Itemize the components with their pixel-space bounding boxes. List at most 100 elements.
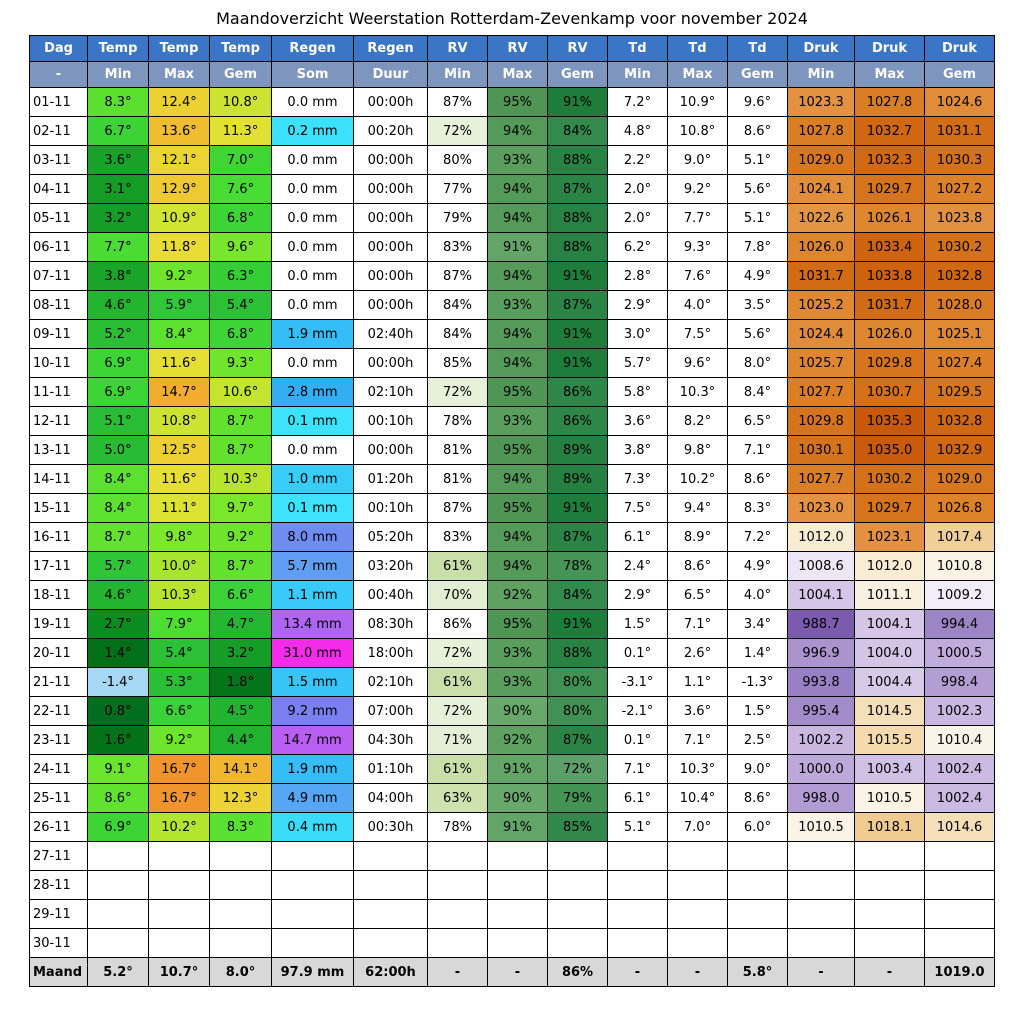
value-cell: 7.2° bbox=[607, 87, 668, 117]
value-cell: 91% bbox=[547, 348, 608, 378]
day-row: 29-11 bbox=[29, 899, 995, 929]
day-row: 16-11 8.7° 9.8° 9.2° 8.0 mm 05:20h 83% 94% 87% 6.… bbox=[29, 522, 995, 552]
value-cell: 1029.8 bbox=[854, 348, 925, 378]
value-cell: 9.6° bbox=[667, 348, 728, 378]
value-cell: 95% bbox=[487, 435, 548, 465]
value-cell: 1027.7 bbox=[787, 377, 855, 407]
column-header: Min bbox=[427, 61, 488, 88]
value-cell: 6.5° bbox=[727, 406, 788, 436]
value-cell: 95% bbox=[487, 493, 548, 523]
value-cell: 89% bbox=[547, 464, 608, 494]
value-cell: 1.5 mm bbox=[271, 667, 354, 697]
column-header: Max bbox=[148, 61, 210, 88]
value-cell: 9.3° bbox=[667, 232, 728, 262]
day-cell: 11-11 bbox=[29, 377, 88, 407]
value-cell: 95% bbox=[487, 609, 548, 639]
column-header: Td bbox=[727, 35, 788, 62]
value-cell: 1027.7 bbox=[787, 464, 855, 494]
value-cell bbox=[727, 928, 788, 958]
value-cell: 8.4° bbox=[727, 377, 788, 407]
day-row: 15-11 8.4° 11.1° 9.7° 0.1 mm 00:10h 87% 95% 91% 7… bbox=[29, 493, 995, 523]
value-cell: 3.2° bbox=[209, 638, 272, 668]
value-cell: 93% bbox=[487, 638, 548, 668]
value-cell: 2.5° bbox=[727, 725, 788, 755]
value-cell: 93% bbox=[487, 145, 548, 175]
value-cell: 1018.1 bbox=[854, 812, 925, 842]
day-row: 02-11 6.7° 13.6° 11.3° 0.2 mm 00:20h 72% 94% 84%… bbox=[29, 116, 995, 146]
value-cell: 7.2° bbox=[727, 522, 788, 552]
month-value-cell: - bbox=[607, 957, 668, 987]
day-cell: 26-11 bbox=[29, 812, 88, 842]
value-cell: 7.8° bbox=[727, 232, 788, 262]
value-cell bbox=[547, 899, 608, 929]
column-header: Min bbox=[787, 61, 855, 88]
value-cell: 3.2° bbox=[87, 203, 149, 233]
day-row: 24-11 9.1° 16.7° 14.1° 1.9 mm 01:10h 61% 91% 72%… bbox=[29, 754, 995, 784]
value-cell: 4.8° bbox=[607, 116, 668, 146]
value-cell: 91% bbox=[547, 319, 608, 349]
day-cell: 13-11 bbox=[29, 435, 88, 465]
value-cell: 9.2° bbox=[667, 174, 728, 204]
value-cell: 1008.6 bbox=[787, 551, 855, 581]
day-row: 19-11 2.7° 7.9° 4.7° 13.4 mm 08:30h 86% 95% 91% 1… bbox=[29, 609, 995, 639]
value-cell: 6.9° bbox=[87, 812, 149, 842]
value-cell: 1024.1 bbox=[787, 174, 855, 204]
value-cell bbox=[924, 899, 995, 929]
day-cell: 17-11 bbox=[29, 551, 88, 581]
weather-table: Dag Temp Temp Temp Regen Regen RV RV RV Td Td Td Dru… bbox=[29, 35, 995, 987]
value-cell: 6.6° bbox=[148, 696, 210, 726]
page-title: Maandoverzicht Weerstation Rotterdam-Zev… bbox=[216, 9, 808, 28]
value-cell: 84% bbox=[547, 116, 608, 146]
value-cell bbox=[271, 870, 354, 900]
value-cell: 3.4° bbox=[727, 609, 788, 639]
value-cell: 8.7° bbox=[87, 522, 149, 552]
day-cell: 28-11 bbox=[29, 870, 88, 900]
value-cell: 3.6° bbox=[667, 696, 728, 726]
value-cell: 00:10h bbox=[353, 406, 428, 436]
value-cell: 1004.1 bbox=[787, 580, 855, 610]
value-cell bbox=[547, 841, 608, 871]
month-value-cell: - bbox=[487, 957, 548, 987]
value-cell: 91% bbox=[487, 812, 548, 842]
value-cell: 86% bbox=[547, 377, 608, 407]
day-row: 23-11 1.6° 9.2° 4.4° 14.7 mm 04:30h 71% 92% 87% 0… bbox=[29, 725, 995, 755]
value-cell: 00:00h bbox=[353, 145, 428, 175]
day-cell: 22-11 bbox=[29, 696, 88, 726]
value-cell: 80% bbox=[427, 145, 488, 175]
value-cell: 1031.7 bbox=[787, 261, 855, 291]
value-cell: 2.6° bbox=[667, 638, 728, 668]
day-cell: 02-11 bbox=[29, 116, 88, 146]
day-cell: 01-11 bbox=[29, 87, 88, 117]
day-row: 01-11 8.3° 12.4° 10.8° 0.0 mm 00:00h 87% 95% 91%… bbox=[29, 87, 995, 117]
value-cell: 1.9 mm bbox=[271, 754, 354, 784]
value-cell bbox=[353, 899, 428, 929]
value-cell: 8.7° bbox=[209, 406, 272, 436]
value-cell: 9.8° bbox=[148, 522, 210, 552]
value-cell: -1.3° bbox=[727, 667, 788, 697]
day-row: 26-11 6.9° 10.2° 8.3° 0.4 mm 00:30h 78% 91% 85% 5… bbox=[29, 812, 995, 842]
value-cell: 7.0° bbox=[667, 812, 728, 842]
value-cell: 1027.4 bbox=[924, 348, 995, 378]
value-cell: 11.6° bbox=[148, 464, 210, 494]
day-cell: 08-11 bbox=[29, 290, 88, 320]
value-cell: 12.1° bbox=[148, 145, 210, 175]
value-cell bbox=[727, 841, 788, 871]
value-cell: 79% bbox=[547, 783, 608, 813]
value-cell: 0.2 mm bbox=[271, 116, 354, 146]
value-cell: 8.0 mm bbox=[271, 522, 354, 552]
day-cell: 12-11 bbox=[29, 406, 88, 436]
value-cell: 6.9° bbox=[87, 377, 149, 407]
value-cell: 87% bbox=[427, 87, 488, 117]
value-cell: 3.8° bbox=[87, 261, 149, 291]
value-cell: 10.6° bbox=[209, 377, 272, 407]
value-cell: 6.1° bbox=[607, 783, 668, 813]
value-cell: 5.2° bbox=[87, 319, 149, 349]
value-cell: 5.7 mm bbox=[271, 551, 354, 581]
value-cell: 9.2° bbox=[148, 725, 210, 755]
value-cell: 83% bbox=[427, 232, 488, 262]
value-cell: 0.0 mm bbox=[271, 203, 354, 233]
value-cell bbox=[924, 841, 995, 871]
value-cell: 02:40h bbox=[353, 319, 428, 349]
value-cell: 07:00h bbox=[353, 696, 428, 726]
column-header: - bbox=[29, 61, 88, 88]
